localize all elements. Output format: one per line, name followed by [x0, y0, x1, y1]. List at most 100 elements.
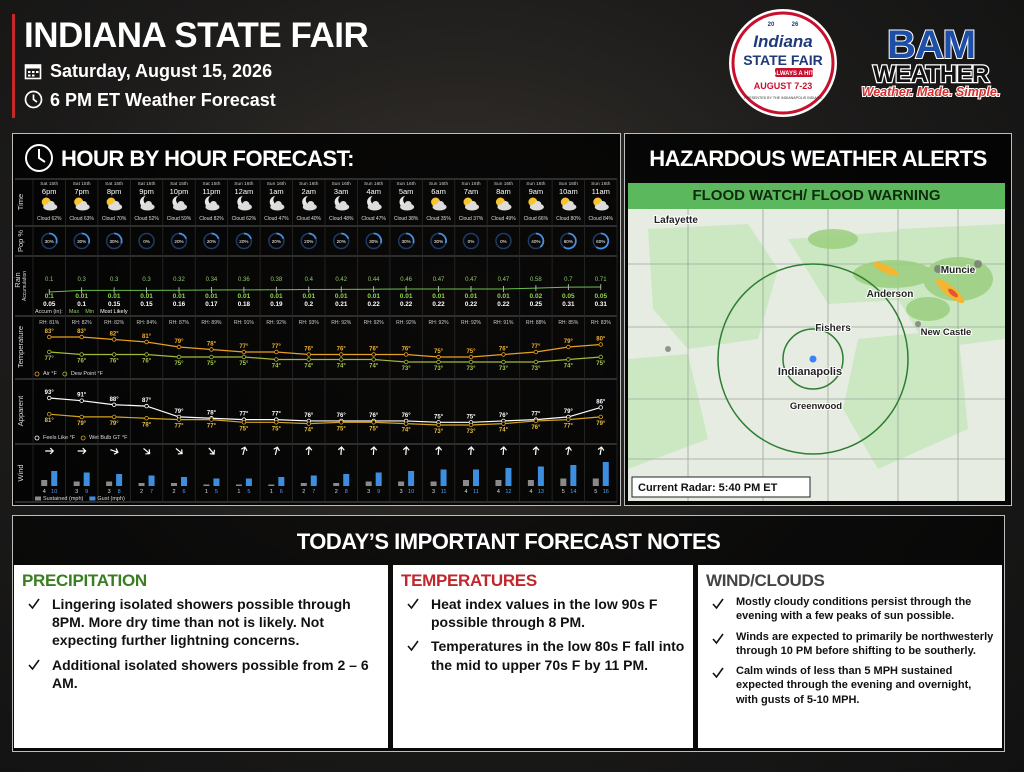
hour-label: 10am: [559, 187, 578, 196]
rain-min: 0.01: [140, 293, 153, 300]
gust-bar: [375, 472, 382, 486]
note-item: Lingering isolated showers possible thro…: [22, 595, 380, 650]
sustained-bar: [398, 481, 405, 486]
feels-label: 79°: [174, 409, 184, 415]
radar-map: Lafayette Muncie Anderson Fishers New Castle…: [628, 209, 1005, 501]
dew-point: [468, 359, 474, 365]
wetbulb-point: [241, 420, 247, 425]
day-label: Sat 15th: [170, 181, 188, 187]
day-label: Sun 16th: [429, 181, 449, 187]
cloud: [372, 201, 380, 208]
rh-label: RH: 92%: [364, 320, 385, 326]
rain-likely: 0.22: [368, 301, 381, 308]
row-label: Rain: [13, 272, 22, 287]
pop-label: 20%: [174, 239, 183, 244]
sustained-bar: [527, 480, 534, 486]
pop-arc: [243, 232, 252, 240]
gust-label: 7: [312, 489, 315, 495]
pop-label: 30%: [434, 239, 443, 244]
legend-text: Air °F: [43, 371, 57, 377]
check: [407, 598, 419, 610]
air-label: 76°: [499, 347, 509, 353]
legend-text: Min: [85, 309, 94, 315]
day-label: Sun 16th: [397, 181, 417, 187]
wind-arrow: [208, 447, 215, 455]
city-label: Muncie: [941, 265, 976, 276]
rain-max: 0.3: [142, 277, 151, 283]
cloud: [145, 201, 153, 208]
wind-arrow: [500, 446, 507, 456]
gust-label: 8: [118, 489, 121, 495]
dew-point: [598, 354, 603, 360]
rain-max: 0.4: [305, 277, 314, 283]
weather-icon: [463, 197, 479, 211]
gust-label: 16: [603, 489, 609, 495]
hour-label: 1am: [269, 187, 284, 196]
cloud-label: Cloud 35%: [426, 216, 451, 222]
weather-icon: [237, 196, 252, 211]
legend-swatch: [34, 435, 40, 441]
rain-likely: 0.22: [432, 301, 445, 308]
dew-label: 75°: [596, 361, 606, 367]
city-label: Lafayette: [654, 215, 698, 226]
feels-label: 77°: [239, 412, 249, 418]
sustained-label: 3: [367, 489, 370, 495]
pop-arc: [308, 232, 317, 240]
sustained-label: 3: [400, 489, 403, 495]
date: Saturday, August 15, 2026: [50, 61, 273, 81]
cloud: [469, 201, 477, 208]
cloud-label: Cloud 38%: [394, 216, 419, 222]
weather-icon: [560, 197, 577, 211]
legend-text: Sustained (mph): [43, 496, 84, 502]
sustained-label: 2: [140, 489, 143, 495]
sustained-label: 1: [270, 489, 273, 495]
weather-icon: [302, 196, 317, 211]
note-list: Lingering isolated showers possible thro…: [22, 595, 380, 692]
fair-logo: 20 26 Indiana STATE FAIR ALWAYS A HIT! A…: [729, 9, 837, 117]
gust-bar: [148, 475, 155, 486]
sustained-bar: [268, 484, 275, 486]
gust-label: 5: [215, 489, 218, 495]
radar-time: Current Radar: 5:40 PM ET: [638, 482, 778, 494]
dew-point: [241, 354, 247, 360]
feels-label: 79°: [564, 409, 574, 415]
rain-likely: 0.19: [270, 301, 283, 308]
weather-icon: [399, 196, 415, 211]
legend-swatch: [34, 371, 40, 377]
clock-icon: [24, 90, 43, 109]
rain-likely: 0.15: [140, 301, 153, 308]
feels-label: 76°: [499, 413, 509, 419]
pop-label: 0%: [500, 239, 507, 244]
feels-label: 75°: [434, 414, 444, 420]
sustained-label: 4: [464, 489, 467, 495]
fair-slogan: ALWAYS A HIT!: [772, 71, 816, 77]
wetbulb-label: 77°: [207, 424, 217, 430]
sustained-label: 2: [302, 489, 305, 495]
sustained-label: 2: [335, 489, 338, 495]
gust-bar: [570, 465, 577, 486]
air-label: 76°: [402, 347, 412, 353]
feels-label: 76°: [304, 413, 314, 419]
pop-label: 0%: [468, 239, 475, 244]
gust-bar: [505, 468, 512, 486]
feels-label: 77°: [272, 412, 282, 418]
rain-likely: 0.05: [43, 301, 56, 308]
check-icon: [28, 659, 40, 670]
wind-arrow: [565, 446, 572, 456]
cloud-label: Cloud 47%: [264, 216, 289, 222]
weather-icon: [269, 196, 285, 211]
city-label: Anderson: [867, 289, 914, 300]
wetbulb-label: 75°: [272, 426, 282, 432]
sustained-label: 4: [529, 489, 532, 495]
gust-label: 13: [538, 489, 544, 495]
hour-label: 2am: [301, 187, 316, 196]
sustained-bar: [333, 483, 340, 486]
hour-label: 5am: [399, 187, 414, 196]
wind-arrow: [143, 447, 151, 455]
legend-text: Max: [69, 309, 80, 315]
note-item: Additional isolated showers possible fro…: [22, 656, 380, 692]
rain-likely: 0.22: [497, 301, 510, 308]
cloud: [534, 201, 542, 208]
air-label: 80°: [596, 337, 606, 343]
dew-label: 77°: [45, 356, 55, 362]
